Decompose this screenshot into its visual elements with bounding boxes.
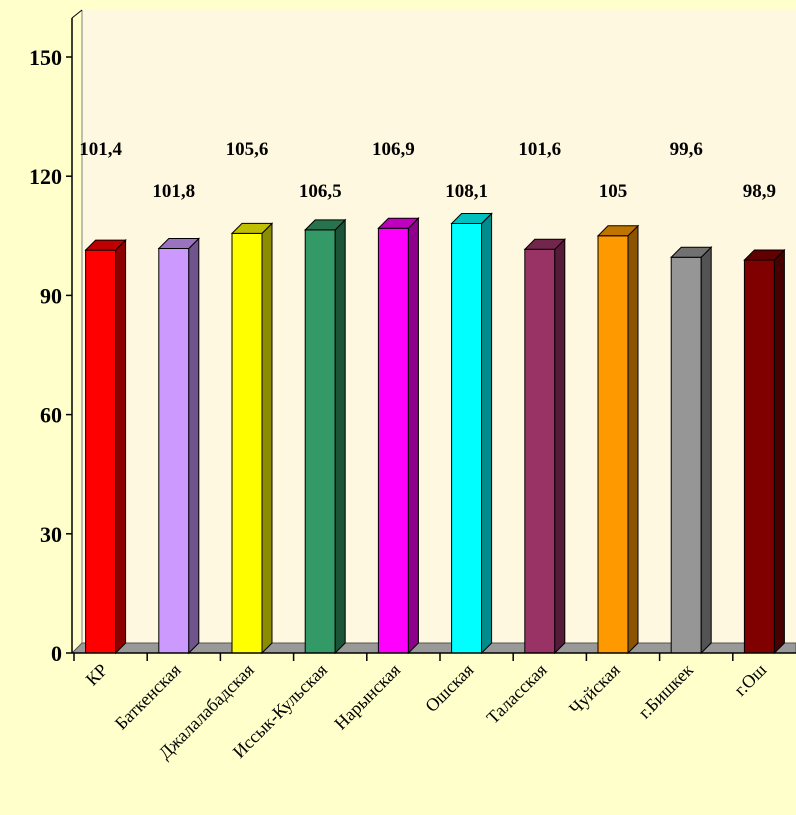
bar-side [554, 238, 566, 655]
data-label: 98,9 [743, 181, 776, 202]
bar-side [407, 217, 419, 655]
bar-7 [523, 238, 567, 655]
bar-front [377, 227, 409, 654]
y-tick-label: 150 [29, 45, 62, 70]
bar-top [523, 238, 567, 250]
bar-side [481, 212, 493, 655]
bar-top [230, 222, 274, 234]
y-tick-label: 30 [40, 522, 62, 547]
bar-top [669, 246, 713, 258]
bar-10 [743, 248, 786, 655]
data-label: 105 [599, 181, 628, 202]
x-tick-label: Чуйская [565, 660, 624, 719]
bar-front [524, 248, 556, 654]
data-label: 101,6 [518, 139, 561, 160]
y-tick-label: 90 [40, 283, 62, 308]
bar-side [188, 237, 200, 655]
bar-6 [450, 212, 493, 655]
data-label: 105,6 [226, 139, 269, 160]
x-tick-label: Ошская [421, 660, 477, 716]
bar-front [158, 248, 190, 654]
bar-8 [596, 224, 640, 655]
y-axis: 0 30 60 90 120 150 [29, 9, 83, 666]
bar-top [157, 238, 201, 250]
bar-4 [303, 218, 347, 655]
bar-top [596, 225, 640, 237]
y-axis-top [71, 9, 83, 19]
bar-side [773, 248, 785, 655]
x-tick-label: Баткенская [111, 660, 185, 734]
bar-top [84, 239, 127, 251]
bar-side [700, 246, 712, 655]
bar-3 [230, 222, 274, 655]
bar-front [597, 235, 629, 654]
data-label: 106,9 [372, 139, 415, 160]
bar-front [304, 229, 336, 654]
y-tick-label: 60 [40, 403, 62, 428]
bars: 101,4 101,8 105,6 106,5 106,9 108,1 101,6 105 99… [79, 139, 786, 655]
data-label: 106,5 [299, 181, 342, 202]
x-tick-label: Таласская [482, 660, 550, 728]
y-tick-label: 120 [29, 164, 62, 189]
bar-top [743, 249, 786, 261]
bar-5 [377, 217, 420, 655]
data-label: 101,4 [79, 139, 122, 160]
bar-1 [84, 238, 127, 655]
bar-side [627, 224, 639, 655]
bar-9 [669, 246, 713, 655]
bar-front [451, 222, 483, 654]
bar-side [261, 222, 273, 655]
bar-front [743, 259, 775, 654]
x-tick-label: г.Ош [730, 660, 770, 700]
x-axis: КР БаткенскаяДжалалабадскаяИссык-Кульская… [72, 652, 796, 763]
data-label: 108,1 [445, 181, 488, 202]
x-tick-label: КР [82, 660, 112, 690]
bar-front [231, 232, 263, 654]
bar-side [115, 238, 127, 655]
x-tick-label: г.Бишкек [634, 660, 697, 723]
x-tick-label: Нарынская [330, 660, 404, 734]
bar-top [377, 217, 420, 229]
bar-front [85, 249, 117, 654]
bar-side [334, 218, 346, 655]
data-label: 101,8 [152, 181, 195, 202]
bar-2 [157, 237, 201, 655]
y-tick-label: 0 [51, 641, 62, 666]
bar-top [303, 219, 347, 231]
bar-front [670, 256, 702, 654]
bar-top [450, 212, 493, 224]
data-label: 99,6 [670, 139, 703, 160]
